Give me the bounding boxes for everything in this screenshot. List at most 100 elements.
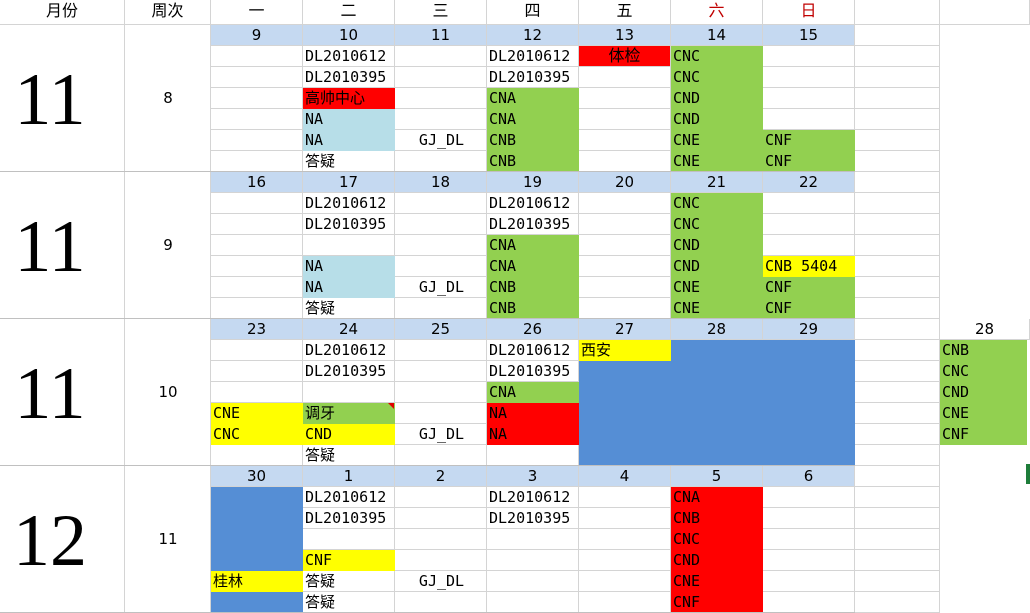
schedule-cell[interactable] bbox=[763, 445, 855, 466]
empty-cell[interactable] bbox=[855, 298, 940, 319]
date-cell[interactable]: 29 bbox=[763, 319, 855, 340]
schedule-cell[interactable] bbox=[395, 550, 487, 571]
schedule-cell[interactable]: 答疑 bbox=[303, 592, 395, 613]
schedule-cell[interactable]: DL2010612 bbox=[303, 340, 395, 361]
schedule-cell[interactable] bbox=[763, 67, 855, 88]
schedule-cell[interactable] bbox=[211, 67, 303, 88]
schedule-cell[interactable]: NA bbox=[303, 109, 395, 130]
schedule-cell[interactable] bbox=[395, 340, 487, 361]
schedule-cell[interactable] bbox=[579, 67, 671, 88]
date-cell[interactable]: 27 bbox=[579, 319, 671, 340]
schedule-cell[interactable]: CNB bbox=[487, 277, 579, 298]
schedule-cell[interactable] bbox=[395, 88, 487, 109]
schedule-cell[interactable] bbox=[211, 592, 303, 613]
schedule-cell[interactable]: CNF bbox=[763, 151, 855, 172]
schedule-cell[interactable] bbox=[211, 508, 303, 529]
schedule-cell[interactable] bbox=[395, 382, 487, 403]
schedule-cell[interactable] bbox=[395, 508, 487, 529]
schedule-cell[interactable] bbox=[763, 550, 855, 571]
schedule-cell[interactable]: DL2010395 bbox=[487, 508, 579, 529]
schedule-cell[interactable]: DL2010395 bbox=[303, 67, 395, 88]
schedule-cell[interactable] bbox=[579, 256, 671, 277]
schedule-cell[interactable]: DL2010395 bbox=[487, 67, 579, 88]
schedule-cell[interactable]: CNB bbox=[487, 130, 579, 151]
schedule-cell[interactable] bbox=[211, 298, 303, 319]
date-cell[interactable]: 22 bbox=[763, 172, 855, 193]
schedule-cell[interactable]: 西安 bbox=[579, 340, 671, 361]
date-cell[interactable]: 17 bbox=[303, 172, 395, 193]
empty-cell[interactable] bbox=[855, 88, 940, 109]
date-cell[interactable]: 15 bbox=[763, 25, 855, 46]
date-cell[interactable]: 23 bbox=[211, 319, 303, 340]
date-cell[interactable]: 11 bbox=[395, 25, 487, 46]
schedule-cell[interactable] bbox=[395, 151, 487, 172]
schedule-cell[interactable] bbox=[763, 403, 855, 424]
week-cell[interactable]: 8 bbox=[125, 25, 211, 172]
header-month-label[interactable]: 月份 bbox=[0, 0, 125, 25]
schedule-cell[interactable] bbox=[579, 592, 671, 613]
schedule-cell[interactable]: CNC bbox=[671, 67, 763, 88]
schedule-cell[interactable] bbox=[763, 193, 855, 214]
schedule-cell[interactable]: DL2010395 bbox=[303, 508, 395, 529]
date-cell[interactable]: 30 bbox=[211, 466, 303, 487]
schedule-cell[interactable] bbox=[763, 382, 855, 403]
empty-cell[interactable] bbox=[855, 193, 940, 214]
schedule-cell[interactable] bbox=[579, 193, 671, 214]
header-day-5[interactable]: 五 bbox=[579, 0, 671, 25]
schedule-cell[interactable] bbox=[211, 340, 303, 361]
schedule-cell[interactable] bbox=[579, 529, 671, 550]
schedule-cell[interactable]: CNE bbox=[671, 130, 763, 151]
schedule-cell[interactable]: CNF bbox=[303, 550, 395, 571]
schedule-cell[interactable]: DL2010612 bbox=[303, 487, 395, 508]
schedule-cell[interactable] bbox=[579, 277, 671, 298]
schedule-cell[interactable]: CNA bbox=[487, 88, 579, 109]
schedule-cell[interactable] bbox=[763, 529, 855, 550]
schedule-cell[interactable] bbox=[395, 487, 487, 508]
schedule-cell[interactable] bbox=[395, 529, 487, 550]
empty-cell[interactable] bbox=[855, 424, 940, 445]
schedule-cell[interactable]: CNC bbox=[211, 424, 303, 445]
schedule-cell[interactable] bbox=[487, 550, 579, 571]
schedule-cell[interactable]: CNB bbox=[487, 151, 579, 172]
schedule-cell[interactable]: DL2010612 bbox=[487, 46, 579, 67]
schedule-cell[interactable]: GJ_DL bbox=[395, 424, 487, 445]
schedule-cell[interactable] bbox=[763, 571, 855, 592]
header-day-7[interactable]: 日 bbox=[763, 0, 855, 25]
schedule-cell[interactable] bbox=[763, 361, 855, 382]
schedule-cell[interactable] bbox=[579, 424, 671, 445]
schedule-cell[interactable] bbox=[763, 340, 855, 361]
schedule-cell[interactable]: DL2010612 bbox=[303, 193, 395, 214]
week-cell[interactable]: 9 bbox=[125, 172, 211, 319]
date-cell[interactable]: 18 bbox=[395, 172, 487, 193]
empty-cell[interactable] bbox=[855, 361, 940, 382]
schedule-cell[interactable]: CNB bbox=[487, 298, 579, 319]
schedule-cell[interactable] bbox=[763, 508, 855, 529]
schedule-cell[interactable] bbox=[211, 109, 303, 130]
schedule-cell[interactable]: NA bbox=[487, 403, 579, 424]
schedule-cell[interactable]: NA bbox=[303, 130, 395, 151]
date-cell[interactable]: 21 bbox=[671, 172, 763, 193]
schedule-cell[interactable] bbox=[211, 487, 303, 508]
schedule-cell[interactable] bbox=[671, 361, 763, 382]
date-cell[interactable]: 13 bbox=[579, 25, 671, 46]
schedule-cell[interactable]: DL2010612 bbox=[303, 46, 395, 67]
date-cell[interactable]: 20 bbox=[579, 172, 671, 193]
empty-cell[interactable] bbox=[855, 319, 940, 340]
side-cell[interactable]: CNB bbox=[940, 340, 1027, 361]
schedule-cell[interactable] bbox=[395, 256, 487, 277]
schedule-cell[interactable] bbox=[395, 214, 487, 235]
schedule-cell[interactable] bbox=[211, 550, 303, 571]
schedule-cell[interactable] bbox=[579, 298, 671, 319]
schedule-cell[interactable] bbox=[579, 235, 671, 256]
date-cell[interactable]: 26 bbox=[487, 319, 579, 340]
schedule-cell[interactable] bbox=[211, 256, 303, 277]
schedule-cell[interactable]: NA bbox=[487, 424, 579, 445]
schedule-cell[interactable]: 桂林 bbox=[211, 571, 303, 592]
schedule-cell[interactable]: DL2010612 bbox=[487, 193, 579, 214]
month-cell[interactable]: 11 bbox=[0, 319, 125, 466]
schedule-cell[interactable]: GJ_DL bbox=[395, 277, 487, 298]
schedule-cell[interactable]: CNE bbox=[671, 277, 763, 298]
empty-cell[interactable] bbox=[855, 508, 940, 529]
schedule-cell[interactable] bbox=[763, 214, 855, 235]
schedule-cell[interactable] bbox=[579, 508, 671, 529]
